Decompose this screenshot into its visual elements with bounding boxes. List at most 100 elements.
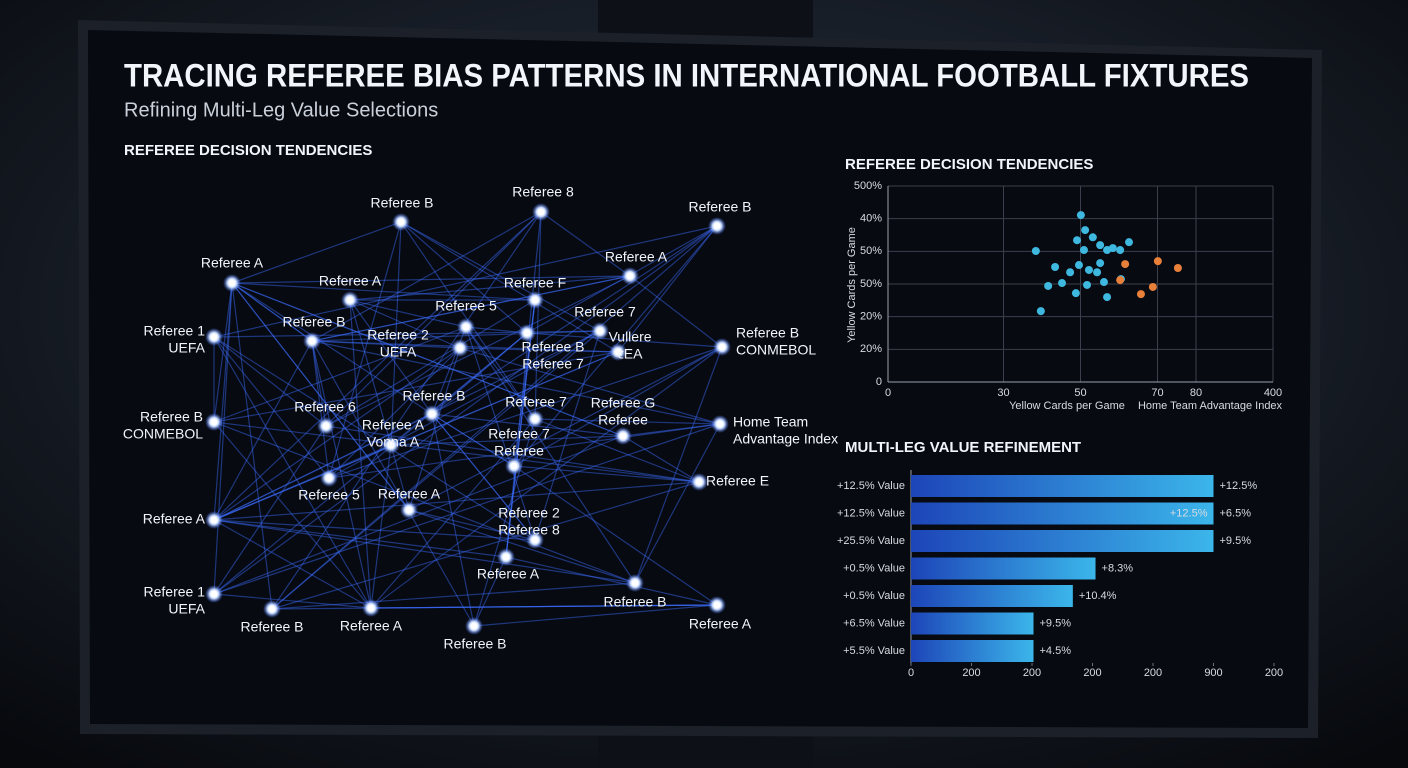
x-axis-label: Home Team Advantage Index <box>1138 400 1283 412</box>
network-node-label: Referee 2 <box>367 327 429 343</box>
network-node <box>462 323 470 331</box>
network-node-label: Referee 1 <box>144 323 206 339</box>
network-edge <box>349 299 461 349</box>
network-edge <box>213 444 392 521</box>
network-edge <box>431 413 536 541</box>
network-edge <box>370 444 392 609</box>
network-node-label: Referee F <box>504 275 566 291</box>
network-edge <box>400 221 528 334</box>
network: Referee B Referee 8 Referee B Referee A Refe… <box>123 184 838 652</box>
network-node <box>308 337 316 345</box>
network-edge <box>213 351 619 423</box>
network-edge <box>213 225 718 338</box>
network-node-label: Referee B <box>603 594 666 610</box>
network-edge <box>505 556 718 606</box>
x-tick-label: 200 <box>962 667 980 679</box>
network-edge <box>325 299 536 427</box>
scatter-point <box>1103 246 1112 255</box>
network-edge <box>349 299 433 415</box>
network-edge <box>311 340 475 627</box>
network-edge <box>213 421 700 483</box>
network-edge <box>328 346 723 479</box>
network-edge <box>213 330 601 521</box>
network-edge <box>431 413 515 467</box>
network-edge <box>213 336 536 541</box>
network-edge <box>349 299 372 609</box>
network-edge <box>213 519 372 609</box>
network-edge <box>311 340 330 479</box>
scatter-point <box>1083 280 1092 289</box>
network-edge <box>231 275 631 284</box>
scatter-point <box>1153 257 1162 266</box>
scatter-point <box>1148 282 1157 291</box>
network-edge <box>370 604 718 609</box>
scatter-point <box>1084 265 1093 274</box>
network-edge <box>328 330 601 479</box>
network-edge <box>213 421 636 584</box>
network-node-label: Referee B <box>402 388 465 404</box>
y-tick-label: 500% <box>854 180 882 192</box>
network-edge <box>505 299 536 558</box>
y-axis-label: Yellow Cards per Game <box>846 227 858 343</box>
network-edge <box>505 299 536 558</box>
network-node <box>456 344 464 352</box>
network-edge <box>390 444 410 511</box>
network-edge <box>465 326 536 420</box>
scatter-title: REFEREE DECISION TENDENCIES <box>845 156 1093 173</box>
network-node-label: Vonna A <box>367 434 420 450</box>
x-tick-label: 200 <box>1144 667 1162 679</box>
network-edge <box>505 211 542 558</box>
y-tick-label: 50% <box>860 245 882 257</box>
network-node <box>713 601 721 609</box>
network-node-label: Advantage Index <box>733 431 838 447</box>
network-edge <box>617 225 718 353</box>
y-tick-label: 0 <box>876 376 882 388</box>
x-tick-label: 50 <box>1074 387 1086 399</box>
bar <box>911 640 1034 662</box>
network-node <box>428 410 436 418</box>
network-node-label: Referee B <box>240 619 303 635</box>
network-edge <box>213 332 528 595</box>
network-node <box>716 420 724 428</box>
network-edge <box>231 282 410 511</box>
network-node-label: Referee 6 <box>294 399 356 415</box>
network-node <box>397 218 405 226</box>
network-node <box>614 348 622 356</box>
y-tick-label: 40% <box>860 213 882 225</box>
network-edge <box>431 225 718 415</box>
network-edge <box>459 347 619 353</box>
network-node-label: Referee A <box>689 616 752 632</box>
network-node-label: Referee A <box>362 417 425 433</box>
network-edge <box>213 351 619 521</box>
scatter-point <box>1093 268 1102 277</box>
bar <box>911 502 1214 525</box>
network-node <box>367 604 375 612</box>
network-node-label: CONMEBOL <box>736 342 816 358</box>
y-tick-label: 20% <box>860 311 882 323</box>
network-edge <box>400 221 601 332</box>
network-edge <box>465 326 636 584</box>
network-node-label: Referee A <box>201 255 264 271</box>
network-edge <box>311 340 721 425</box>
scatter-point <box>1081 226 1090 235</box>
network-node-label: Referee 1 <box>144 584 206 600</box>
network-edge <box>311 330 601 342</box>
network-node <box>470 622 478 630</box>
network-node-label: Referee B <box>443 636 506 652</box>
network-edge <box>271 211 542 610</box>
network-edge <box>271 582 636 610</box>
scatter-point <box>1173 263 1182 272</box>
network-edge <box>213 336 330 479</box>
network-node <box>210 418 218 426</box>
category-label: +0.5% Value <box>843 562 905 574</box>
network-node-label: Referee 2 <box>498 505 560 521</box>
x-tick-label: 80 <box>1190 387 1202 399</box>
title: TRACING REFEREE BIAS PATTERNS IN INTERNA… <box>124 57 1249 93</box>
bar-annotation: +12.5% <box>1170 507 1208 519</box>
network-edge <box>473 604 718 627</box>
bar-annotation: +9.5% <box>1040 617 1072 629</box>
network-node-label: ϵEA <box>618 346 644 362</box>
network-edge <box>534 418 721 425</box>
